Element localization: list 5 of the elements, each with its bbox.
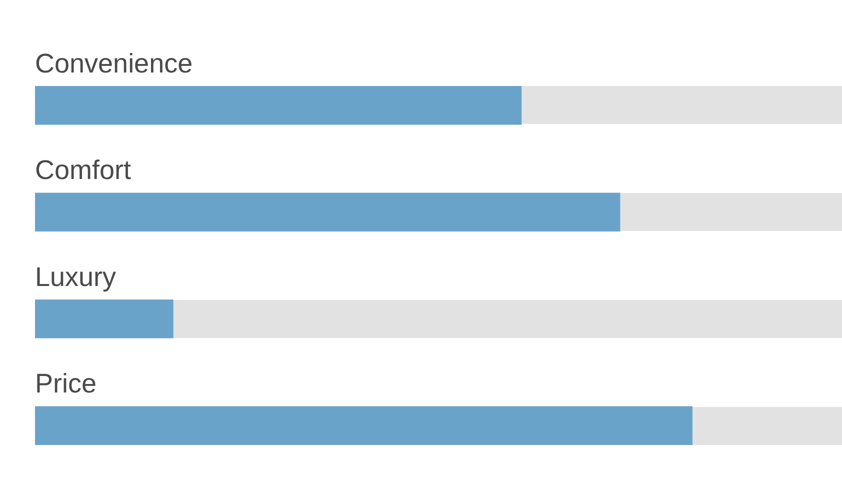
y-tick-label: Convenience	[35, 48, 193, 78]
bar	[35, 300, 174, 338]
y-tick-label: Price	[35, 368, 97, 399]
y-tick-label: Comfort	[35, 155, 132, 186]
y-tick-label: Luxury	[35, 262, 117, 292]
